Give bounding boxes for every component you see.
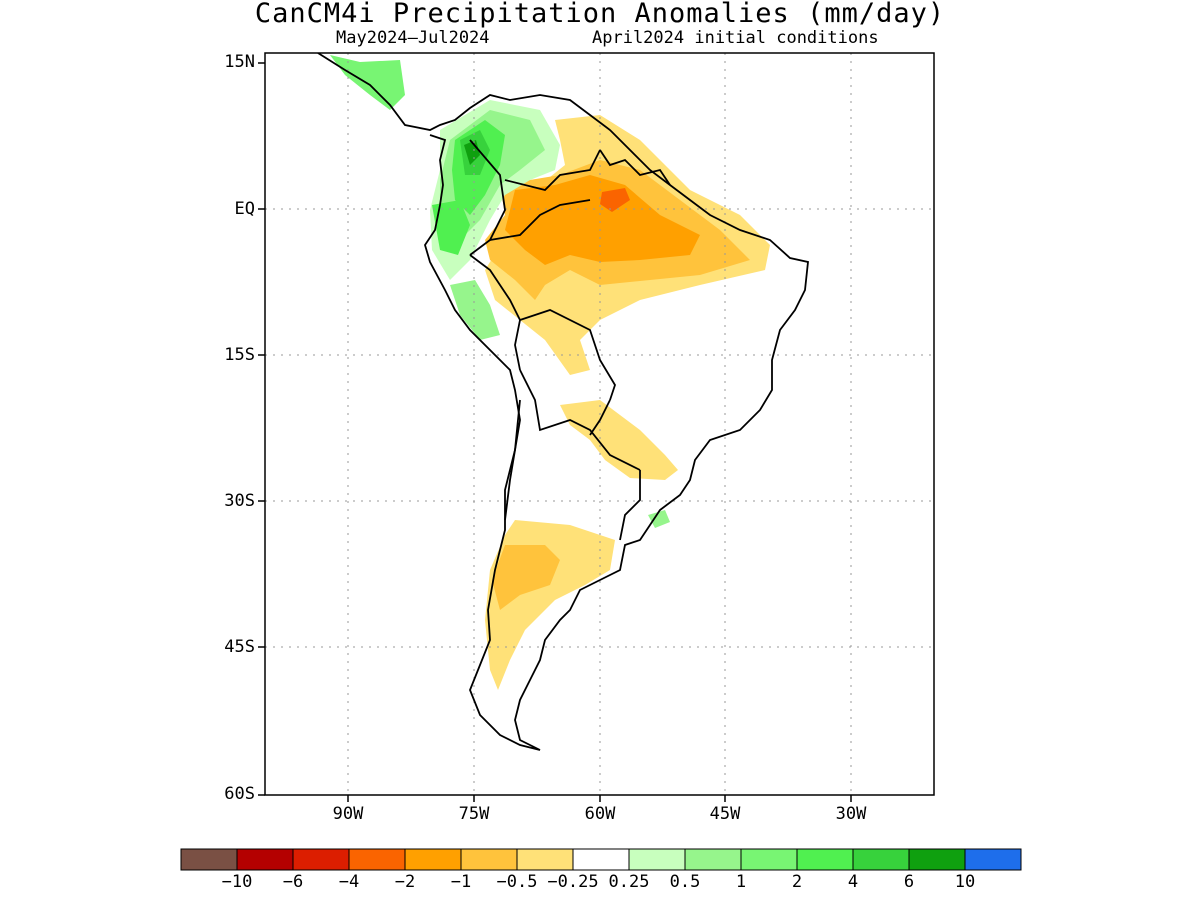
colorbar-swatch: [516, 848, 574, 871]
lat-label-eq: EQ: [234, 199, 255, 219]
colorbar-label: 2: [791, 872, 803, 892]
dry-anomaly-orange-argentina: [492, 545, 560, 610]
wet-anomaly-ecuador: [432, 200, 470, 255]
colorbar-swatch: [964, 848, 1022, 871]
colorbar: [180, 848, 1022, 871]
colorbar-swatch: [852, 848, 910, 871]
colorbar-label: −6: [282, 872, 304, 892]
initial-conditions: April2024 initial conditions: [592, 28, 879, 48]
colorbar-swatch: [292, 848, 350, 871]
colorbar-label: −2: [394, 872, 416, 892]
wet-anomaly-peru: [450, 280, 500, 340]
colorbar-swatch: [236, 848, 294, 871]
lon-label-75w: 75W: [458, 804, 490, 824]
colorbar-label: −0.5: [496, 872, 538, 892]
colorbar-swatch: [740, 848, 798, 871]
colorbar-swatch: [796, 848, 854, 871]
colorbar-swatch: [180, 848, 238, 871]
lon-label-90w: 90W: [332, 804, 364, 824]
lat-label-15n: 15N: [224, 52, 255, 72]
lon-label-45w: 45W: [709, 804, 741, 824]
colorbar-label: −4: [338, 872, 360, 892]
colorbar-label: 0.5: [669, 872, 701, 892]
page-title: CanCM4i Precipitation Anomalies (mm/day): [254, 0, 946, 29]
colorbar-swatch: [628, 848, 686, 871]
colorbar-label: −1: [450, 872, 472, 892]
dry-anomaly-yellow-south: [560, 400, 678, 480]
colorbar-swatch: [460, 848, 518, 871]
colorbar-swatch: [684, 848, 742, 871]
colorbar-label: −10: [221, 872, 253, 892]
colorbar-label: −0.25: [547, 872, 599, 892]
colorbar-label: 6: [903, 872, 915, 892]
lat-label-15s: 15S: [224, 345, 255, 365]
colorbar-label: 10: [954, 872, 976, 892]
lon-label-30w: 30W: [835, 804, 867, 824]
lat-label-45s: 45S: [224, 637, 255, 657]
colorbar-swatch: [404, 848, 462, 871]
colorbar-label: 0.25: [608, 872, 650, 892]
dry-anomaly-dark-orange: [505, 175, 700, 265]
colorbar-swatch: [348, 848, 406, 871]
dry-anomaly-red-spot: [600, 188, 630, 212]
forecast-period: May2024–Jul2024: [336, 28, 490, 48]
lat-label-60s: 60S: [224, 784, 255, 804]
coastlines: [317, 53, 809, 751]
colorbar-label: 4: [847, 872, 859, 892]
wet-anomaly-brazil-south: [648, 510, 670, 528]
lon-label-60w: 60W: [584, 804, 616, 824]
axis-ticks: [258, 62, 852, 802]
anomaly-shading: [330, 55, 770, 690]
colorbar-label: 1: [735, 872, 747, 892]
lat-label-30s: 30S: [224, 491, 255, 511]
colorbar-swatch: [908, 848, 966, 871]
colorbar-swatch: [572, 848, 630, 871]
